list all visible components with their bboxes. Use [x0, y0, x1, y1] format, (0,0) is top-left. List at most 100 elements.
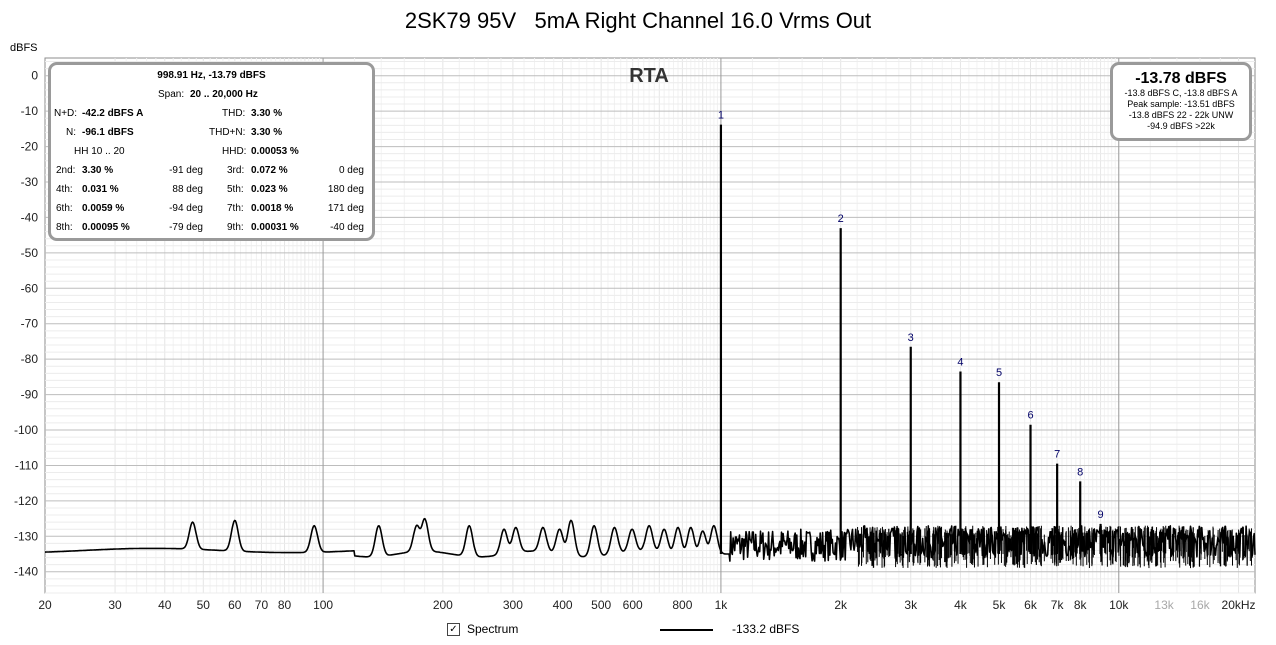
spectrum-checkbox[interactable]: ✓ [447, 623, 460, 636]
spectrum-legend-label[interactable]: Spectrum [467, 622, 519, 636]
noise-label: N: [66, 127, 76, 138]
stats-header: 998.91 Hz, -13.79 dBFS [157, 70, 266, 81]
thdn-value: 3.30 % [251, 127, 283, 138]
x-tick-label: 300 [503, 598, 523, 612]
harmonic-phase: -91 deg [169, 165, 203, 176]
harmonic-phase: -79 deg [169, 222, 203, 233]
harmonic-label: 3rd: [227, 165, 245, 176]
x-tick-label: 30 [108, 598, 122, 612]
x-tick-label: 80 [278, 598, 292, 612]
x-tick-label: 10k [1109, 598, 1129, 612]
x-tick-label: 6k [1024, 598, 1038, 612]
harmonic-value: 0.023 % [251, 184, 288, 195]
chart-title: 2SK79 95V 5mA Right Channel 16.0 Vrms Ou… [404, 8, 872, 33]
harmonic-value: 0.072 % [251, 165, 288, 176]
y-tick-label: -130 [14, 529, 38, 543]
y-tick-label: -10 [21, 104, 39, 118]
level-weighted-values: -13.8 dBFS C, -13.8 dBFS A [1124, 88, 1238, 98]
x-tick-label: 50 [197, 598, 211, 612]
y-tick-label: -40 [21, 210, 39, 224]
harmonic-number-label: 9 [1098, 509, 1104, 521]
x-tick-label: 20 [38, 598, 52, 612]
harmonic-label: 7th: [227, 203, 244, 214]
x-tick-label: 1k [715, 598, 729, 612]
y-tick-label: -120 [14, 494, 38, 508]
level-readout-panel[interactable]: -13.78 dBFS -13.8 dBFS C, -13.8 dBFS A P… [1110, 62, 1252, 141]
y-tick-label: -60 [21, 281, 39, 295]
y-tick-label: -20 [21, 140, 39, 154]
x-tick-label: 4k [954, 598, 968, 612]
spectrum-trace [45, 517, 1256, 562]
harmonic-label: 5th: [227, 184, 244, 195]
thd-label: THD: [222, 108, 246, 119]
x-tick-label: 200 [433, 598, 453, 612]
x-tick-label: 5k [993, 598, 1007, 612]
harmonic-value: 3.30 % [82, 165, 114, 176]
y-tick-label: -80 [21, 352, 39, 366]
harmonic-label: 4th: [56, 184, 73, 195]
legend-level-value: -133.2 dBFS [732, 622, 800, 636]
peak-sample-value: Peak sample: -13.51 dBFS [1127, 99, 1235, 109]
harmonic-phase: 88 deg [172, 184, 203, 195]
x-tick-label: 8k [1074, 598, 1088, 612]
y-tick-label: -50 [21, 246, 39, 260]
harmonic-row: 6th: 0.0059 % -94 deg 7th: 0.0018 % 171 … [51, 203, 372, 217]
harmonic-phase: -94 deg [169, 203, 203, 214]
harmonic-label: 9th: [227, 222, 244, 233]
harmonic-value: 0.00095 % [82, 222, 130, 233]
nd-value: -42.2 dBFS A [82, 108, 144, 119]
harmonic-row: 4th: 0.031 % 88 deg 5th: 0.023 % 180 deg [51, 184, 372, 198]
harmonic-row: 2nd: 3.30 % -91 deg 3rd: 0.072 % 0 deg [51, 165, 372, 179]
thdn-label: THD+N: [209, 127, 246, 138]
harmonic-label: 6th: [56, 203, 73, 214]
above-22k-level-value: -94.9 dBFS >22k [1147, 121, 1215, 131]
harmonic-row: 8th: 0.00095 % -79 deg 9th: 0.00031 % -4… [51, 222, 372, 236]
nd-label: N+D: [54, 108, 78, 119]
hhd-label: HHD: [222, 146, 247, 157]
harmonic-value: 0.00031 % [251, 222, 299, 233]
y-axis-unit-label: dBFS [10, 42, 38, 54]
harmonic-value: 0.031 % [82, 184, 119, 195]
span-value: 20 .. 20,000 Hz [190, 89, 258, 100]
thd-value: 3.30 % [251, 108, 283, 119]
x-tick-label: 16k [1190, 598, 1210, 612]
hhd-value: 0.00053 % [251, 146, 299, 157]
span-label: Span: [158, 89, 185, 100]
y-tick-label: -140 [14, 565, 38, 579]
y-tick-label: -70 [21, 317, 39, 331]
level-main-value: -13.78 dBFS [1135, 70, 1227, 87]
harmonic-phase: 180 deg [327, 184, 364, 195]
y-tick-label: 0 [31, 69, 38, 83]
chart-subtitle: RTA [629, 65, 669, 87]
x-tick-label: 40 [158, 598, 172, 612]
y-tick-label: -90 [21, 388, 39, 402]
x-tick-label: 100 [313, 598, 333, 612]
harmonic-number-label: 4 [957, 357, 963, 369]
y-tick-label: -30 [21, 175, 39, 189]
harmonic-number-label: 3 [908, 332, 914, 344]
legend: ✓ Spectrum -133.2 dBFS [0, 622, 1276, 640]
legend-line-swatch [660, 629, 713, 631]
harmonic-phase: 171 deg [327, 203, 364, 214]
x-tick-label: 70 [255, 598, 269, 612]
x-tick-label: 600 [623, 598, 643, 612]
harmonic-value: 0.0018 % [251, 203, 294, 214]
harmonic-number-label: 8 [1077, 466, 1083, 478]
x-tick-label: 3k [904, 598, 918, 612]
y-tick-label: -110 [15, 458, 38, 472]
y-tick-label: -100 [14, 423, 38, 437]
hh-label: HH 10 .. 20 [74, 146, 125, 157]
x-tick-label: 400 [553, 598, 573, 612]
x-tick-label: 500 [591, 598, 611, 612]
harmonic-number-label: 5 [996, 367, 1002, 379]
measurement-stats-panel[interactable]: 998.91 Hz, -13.79 dBFS Span: 20 .. 20,00… [48, 62, 375, 241]
x-tick-label: 60 [228, 598, 242, 612]
noise-value: -96.1 dBFS [82, 127, 134, 138]
harmonic-number-label: 6 [1027, 410, 1033, 422]
harmonic-number-label: 2 [838, 213, 844, 225]
x-tick-label: 20kHz [1222, 598, 1256, 612]
unweighted-level-value: -13.8 dBFS 22 - 22k UNW [1128, 110, 1234, 120]
harmonic-label: 2nd: [56, 165, 76, 176]
harmonic-phase: -40 deg [330, 222, 364, 233]
